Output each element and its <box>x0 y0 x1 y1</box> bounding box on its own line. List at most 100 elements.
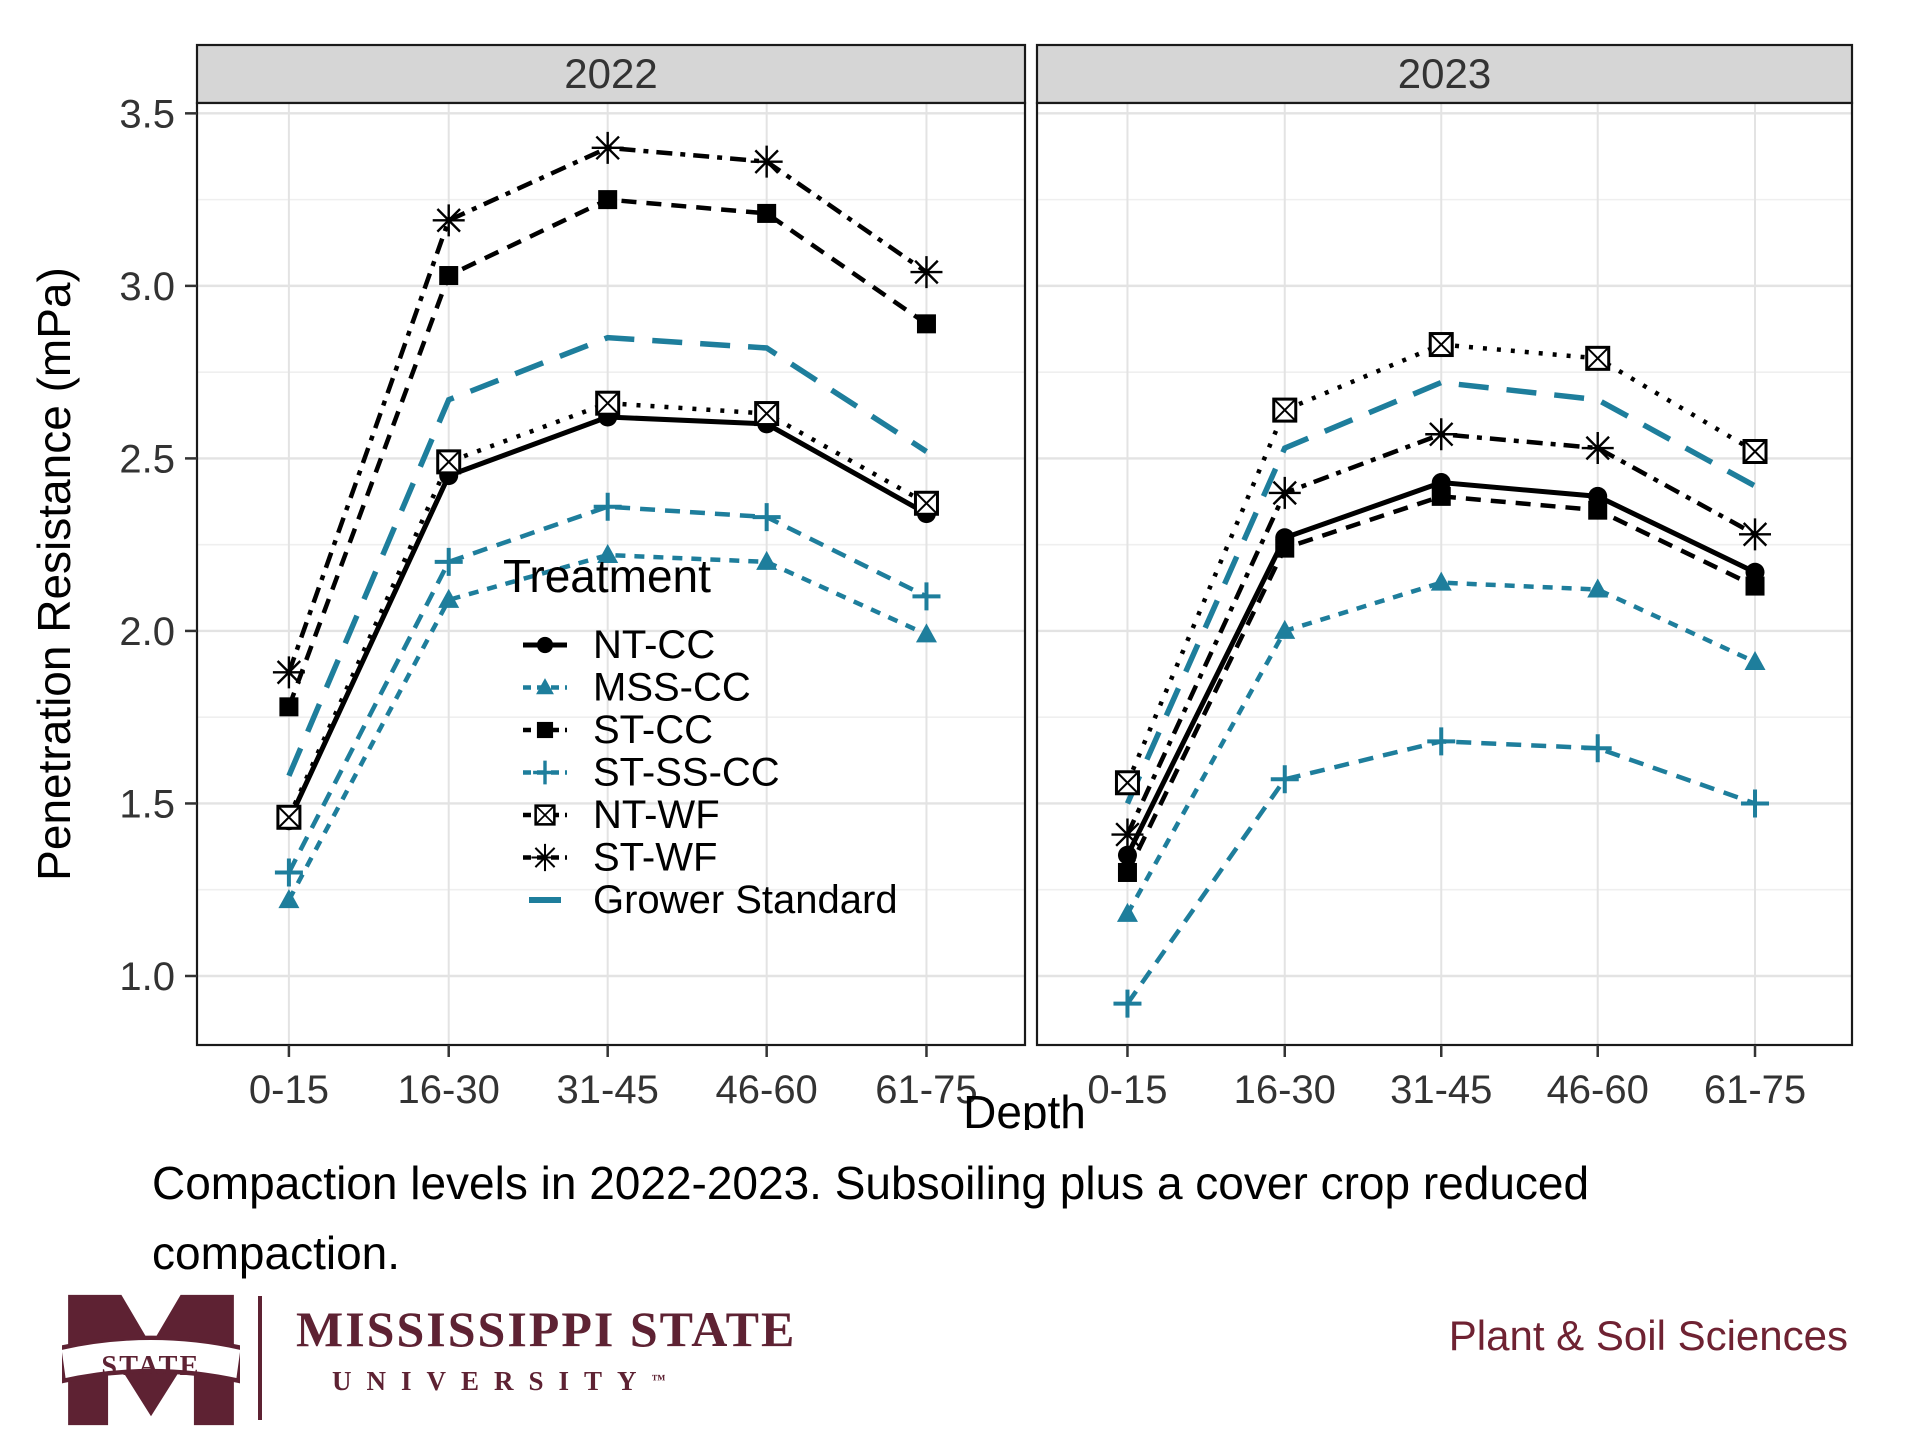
legend-label-ST-SS-CC: ST-SS-CC <box>593 751 780 795</box>
panel-strip-label-2022: 2022 <box>564 50 657 97</box>
marker-MSS-CC-2023-31-45 <box>1430 571 1452 591</box>
panel-strip-label-2023: 2023 <box>1398 50 1491 97</box>
marker-ST-WF-2022-61-75 <box>910 256 943 289</box>
marker-ST-WF-2022-0-15 <box>272 656 305 689</box>
legend-label-ST-WF: ST-WF <box>593 836 717 880</box>
y-tick-label-2: 2.0 <box>119 610 175 654</box>
marker-ST-WF-2022-46-60 <box>750 145 783 178</box>
marker-ST-SS-CC-2022-61-75 <box>912 582 941 611</box>
state-banner-text: STATE <box>101 1351 200 1382</box>
page-footer: STATE MISSISSIPPI STATE UNIVERSITY™ Plan… <box>0 1278 1920 1440</box>
msu-wordmark: MISSISSIPPI STATE UNIVERSITY™ <box>296 1300 996 1397</box>
marker-NT-WF-2022-0-15 <box>277 805 301 829</box>
legend-label-NT-CC: NT-CC <box>593 623 715 667</box>
marker-ST-WF-2023-0-15 <box>1111 818 1144 851</box>
marker-NT-CC-2023-0-15 <box>1117 845 1137 865</box>
marker-MSS-CC-2022-0-15 <box>278 889 300 909</box>
x-tick-label-2023-46-60: 46-60 <box>1547 1068 1649 1112</box>
marker-MSS-CC-2023-16-30 <box>1274 619 1296 639</box>
marker-ST-CC-2023-46-60 <box>1588 500 1608 520</box>
marker-NT-WF-2022-31-45 <box>595 391 620 415</box>
x-tick-label-2023-16-30: 16-30 <box>1234 1068 1336 1112</box>
caption-line-2: compaction. <box>152 1227 401 1279</box>
legend-key-marker-NT-CC <box>536 636 554 654</box>
marker-ST-SS-CC-2022-46-60 <box>752 503 781 532</box>
marker-NT-WF-2023-0-15 <box>1115 771 1140 795</box>
marker-ST-CC-2023-0-15 <box>1117 862 1137 882</box>
panel-border-2022 <box>195 101 1027 1047</box>
x-tick-label-2023-61-75: 61-75 <box>1704 1068 1806 1112</box>
compaction-chart: 2022 0-15 16-30 31-45 46-60 61-75 2023 0-15 16-3… <box>28 43 1854 1138</box>
series-line-ST-SS-CC-2022 <box>286 504 928 874</box>
marker-ST-CC-2022-0-15 <box>279 697 299 717</box>
marker-NT-WF-2023-61-75 <box>1743 439 1767 464</box>
legend-key-marker-NT-WF <box>535 805 555 825</box>
x-tick-label-2022-31-45: 31-45 <box>557 1068 659 1112</box>
panel-border-2023 <box>1035 101 1854 1047</box>
marker-ST-CC-2023-16-30 <box>1275 538 1295 558</box>
panel-bg-2022 <box>197 103 1025 1045</box>
compaction-figure: 2022 0-15 16-30 31-45 46-60 61-75 2023 0-15 16-3… <box>28 43 1854 1138</box>
marker-ST-WF-2022-16-30 <box>432 204 465 237</box>
series-line-MSS-CC-2022 <box>286 552 928 902</box>
marker-ST-WF-2023-46-60 <box>1581 432 1614 465</box>
x-tick-label-2022-16-30: 16-30 <box>398 1068 500 1112</box>
department-label: Plant & Soil Sciences <box>1448 1312 1848 1359</box>
marker-NT-WF-2023-46-60 <box>1586 346 1610 371</box>
marker-ST-WF-2023-16-30 <box>1268 476 1301 509</box>
y-tick-label-3.5: 3.5 <box>119 92 175 136</box>
marker-ST-CC-2022-46-60 <box>757 203 777 223</box>
marker-ST-SS-CC-2023-16-30 <box>1270 765 1299 794</box>
marker-ST-WF-2023-31-45 <box>1425 418 1458 451</box>
marker-NT-WF-2023-31-45 <box>1429 332 1453 357</box>
marker-MSS-CC-2023-46-60 <box>1587 578 1609 598</box>
marker-MSS-CC-2023-0-15 <box>1116 902 1138 922</box>
marker-ST-SS-CC-2023-46-60 <box>1583 734 1612 763</box>
series-line-Grower Standard-2023 <box>1124 379 1757 805</box>
legend-title: Treatment <box>503 550 711 602</box>
marker-NT-WF-2022-46-60 <box>754 401 779 426</box>
marker-ST-CC-2022-61-75 <box>916 314 936 334</box>
logo-divider <box>258 1296 262 1420</box>
marker-ST-WF-2022-31-45 <box>591 131 624 164</box>
marker-MSS-CC-2022-61-75 <box>915 623 937 643</box>
series-line-Grower Standard-2022 <box>286 334 928 777</box>
y-tick-label-1.5: 1.5 <box>119 782 175 826</box>
marker-ST-CC-2023-61-75 <box>1745 576 1765 596</box>
legend-label-MSS-CC: MSS-CC <box>593 666 751 710</box>
y-tick-label-2.5: 2.5 <box>119 437 175 481</box>
legend-key-marker-ST-WF <box>531 843 559 872</box>
trademark-symbol: ™ <box>651 1373 666 1388</box>
x-axis-title: Depth <box>963 1086 1086 1130</box>
figure-caption: Compaction levels in 2022-2023. Subsoili… <box>152 1148 1852 1288</box>
msu-wordmark-line1: MISSISSIPPI STATE <box>296 1301 797 1357</box>
msu-m-logo: STATE <box>62 1294 240 1426</box>
marker-NT-WF-2023-16-30 <box>1273 398 1297 422</box>
marker-ST-SS-CC-2023-31-45 <box>1427 727 1456 756</box>
x-tick-label-2022-46-60: 46-60 <box>716 1068 818 1112</box>
marker-MSS-CC-2022-16-30 <box>438 588 460 608</box>
y-tick-label-1: 1.0 <box>119 955 175 999</box>
y-axis-title: Penetration Resistance (mPa) <box>28 267 80 881</box>
marker-MSS-CC-2022-46-60 <box>756 550 778 570</box>
legend-label-ST-CC: ST-CC <box>593 708 713 752</box>
legend-label-Grower Standard: Grower Standard <box>593 878 898 922</box>
marker-ST-WF-2023-61-75 <box>1739 518 1772 551</box>
series-line-MSS-CC-2023 <box>1125 580 1756 915</box>
marker-ST-CC-2023-31-45 <box>1431 486 1451 506</box>
marker-MSS-CC-2023-61-75 <box>1744 650 1766 670</box>
panel-strip-2022 <box>195 43 1027 105</box>
x-tick-label-2022-61-75: 61-75 <box>875 1068 977 1112</box>
marker-ST-SS-CC-2022-31-45 <box>593 492 622 521</box>
legend-key-marker-ST-SS-CC <box>533 760 557 785</box>
marker-MSS-CC-2022-31-45 <box>597 544 619 564</box>
caption-line-1: Compaction levels in 2022-2023. Subsoili… <box>152 1157 1590 1209</box>
marker-ST-SS-CC-2022-0-15 <box>274 858 303 887</box>
state-banner <box>62 1335 240 1384</box>
x-tick-label-2023-0-15: 0-15 <box>1087 1068 1167 1112</box>
msu-wordmark-line2: UNIVERSITY™ <box>332 1366 666 1396</box>
x-tick-label-2023-31-45: 31-45 <box>1390 1068 1492 1112</box>
marker-ST-SS-CC-2023-61-75 <box>1741 789 1770 818</box>
y-tick-label-3: 3.0 <box>119 265 175 309</box>
legend-key-marker-MSS-CC <box>536 678 554 695</box>
